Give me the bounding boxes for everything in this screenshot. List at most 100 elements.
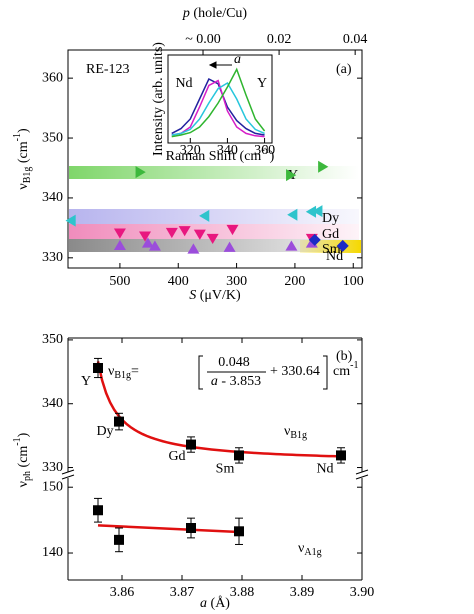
- text-part: ν: [284, 424, 290, 439]
- spectrum: [171, 79, 265, 138]
- point: [193, 229, 206, 240]
- text-part: B1g: [114, 370, 131, 381]
- break-mark: [355, 474, 369, 480]
- text-part: Raman Shift (cm: [166, 149, 262, 164]
- x-tick-label: 100: [343, 274, 364, 289]
- fit-line: [97, 524, 240, 534]
- text-part: Intensity (arb. units): [151, 42, 166, 156]
- formula-unit: cm-1: [333, 360, 358, 379]
- text-part: ν: [16, 481, 31, 487]
- x-tick-label: 3.86: [110, 585, 135, 600]
- annotation: RE-123: [86, 62, 130, 77]
- y-tick-label: 340: [42, 396, 63, 411]
- point: [139, 231, 151, 242]
- inset-frame: [167, 54, 273, 144]
- point: [223, 241, 236, 252]
- x-tick-label: 3.88: [230, 585, 255, 600]
- point: [287, 208, 298, 221]
- panel-label: (a): [336, 62, 352, 77]
- text-part: ): [16, 128, 31, 133]
- formula-offset: + 330.64: [270, 364, 320, 379]
- text-part: -1: [261, 145, 269, 156]
- formula-a0: 3.853: [230, 374, 262, 389]
- x-axis-label: a (Å): [200, 595, 230, 611]
- text-part: ): [270, 149, 275, 164]
- spectrum: [171, 67, 266, 138]
- y-tick-label: 330: [42, 460, 63, 475]
- point: [186, 523, 196, 534]
- spectrum-label: Y: [257, 76, 267, 91]
- point: [199, 209, 210, 222]
- band-label: Nd: [326, 249, 343, 264]
- point-label: Gd: [168, 449, 185, 464]
- y-tick-label: 140: [42, 545, 63, 560]
- x-tick-label: 3.90: [350, 585, 375, 600]
- formula-numerator: 0.048: [218, 355, 250, 370]
- x-tick-label: 400: [168, 274, 189, 289]
- x-axis-label: S (μV/K): [189, 288, 241, 303]
- text-part: ν: [108, 364, 114, 379]
- point: [135, 166, 146, 179]
- point: [305, 205, 317, 218]
- x-tick-label: 200: [284, 274, 305, 289]
- point: [165, 227, 178, 239]
- x2-axis-label: p (hole/Cu): [182, 6, 247, 21]
- point-label: Nd: [316, 462, 333, 477]
- text-part: ν: [16, 183, 31, 189]
- bracket: [323, 355, 328, 390]
- text-part: (Å): [207, 595, 230, 611]
- x-tick-label: 0.02: [267, 32, 292, 47]
- point: [141, 237, 154, 248]
- x-tick-label: 300: [226, 274, 247, 289]
- point: [226, 224, 239, 236]
- spectrum: [171, 77, 265, 136]
- y-tick-label: 150: [42, 479, 63, 494]
- text-part: (hole/Cu): [190, 6, 247, 21]
- text-part: (cm: [16, 141, 31, 166]
- text-part: -1: [350, 360, 358, 371]
- x-tick-label: 340: [217, 143, 238, 158]
- text-part: =: [131, 364, 139, 379]
- point: [318, 160, 329, 173]
- text-part: B1g: [290, 430, 307, 441]
- inset-y-label: Intensity (arb. units): [151, 42, 166, 156]
- x-tick-label: 3.87: [170, 585, 195, 600]
- point: [148, 240, 161, 251]
- text-part: a: [200, 596, 207, 611]
- point: [312, 205, 323, 218]
- text-part: (cm: [16, 446, 31, 471]
- point: [285, 240, 298, 251]
- point: [336, 450, 346, 461]
- break-mark: [61, 474, 75, 480]
- band: [69, 239, 359, 252]
- formula-plus: +: [270, 364, 281, 379]
- point: [234, 450, 244, 461]
- point: [336, 239, 349, 252]
- point-label: Y: [81, 374, 91, 389]
- point: [113, 228, 126, 239]
- y-tick-label: 340: [42, 190, 63, 205]
- text-part: A1g: [304, 547, 321, 558]
- text-part: cm: [333, 364, 350, 379]
- point: [93, 505, 103, 516]
- arrow-head: [208, 61, 217, 69]
- text-part: p: [182, 6, 190, 21]
- point-label: Dy: [96, 424, 113, 439]
- point: [114, 534, 124, 545]
- point: [93, 362, 103, 373]
- point: [65, 214, 76, 227]
- y-tick-label: 360: [42, 70, 63, 85]
- y-tick-label: 350: [42, 130, 63, 145]
- text-part: ν: [298, 541, 304, 556]
- panel-label: (b): [336, 349, 353, 364]
- series-label: νA1g: [298, 541, 322, 558]
- point: [186, 439, 196, 450]
- band-label: Sm: [322, 242, 341, 257]
- y-axis-label: νph (cm-1): [12, 432, 33, 487]
- point: [206, 233, 219, 245]
- y-tick-label: 350: [42, 332, 63, 347]
- point: [308, 233, 321, 246]
- text-part: ): [16, 432, 31, 437]
- inset-x-label: Raman Shift (cm-1): [166, 145, 275, 164]
